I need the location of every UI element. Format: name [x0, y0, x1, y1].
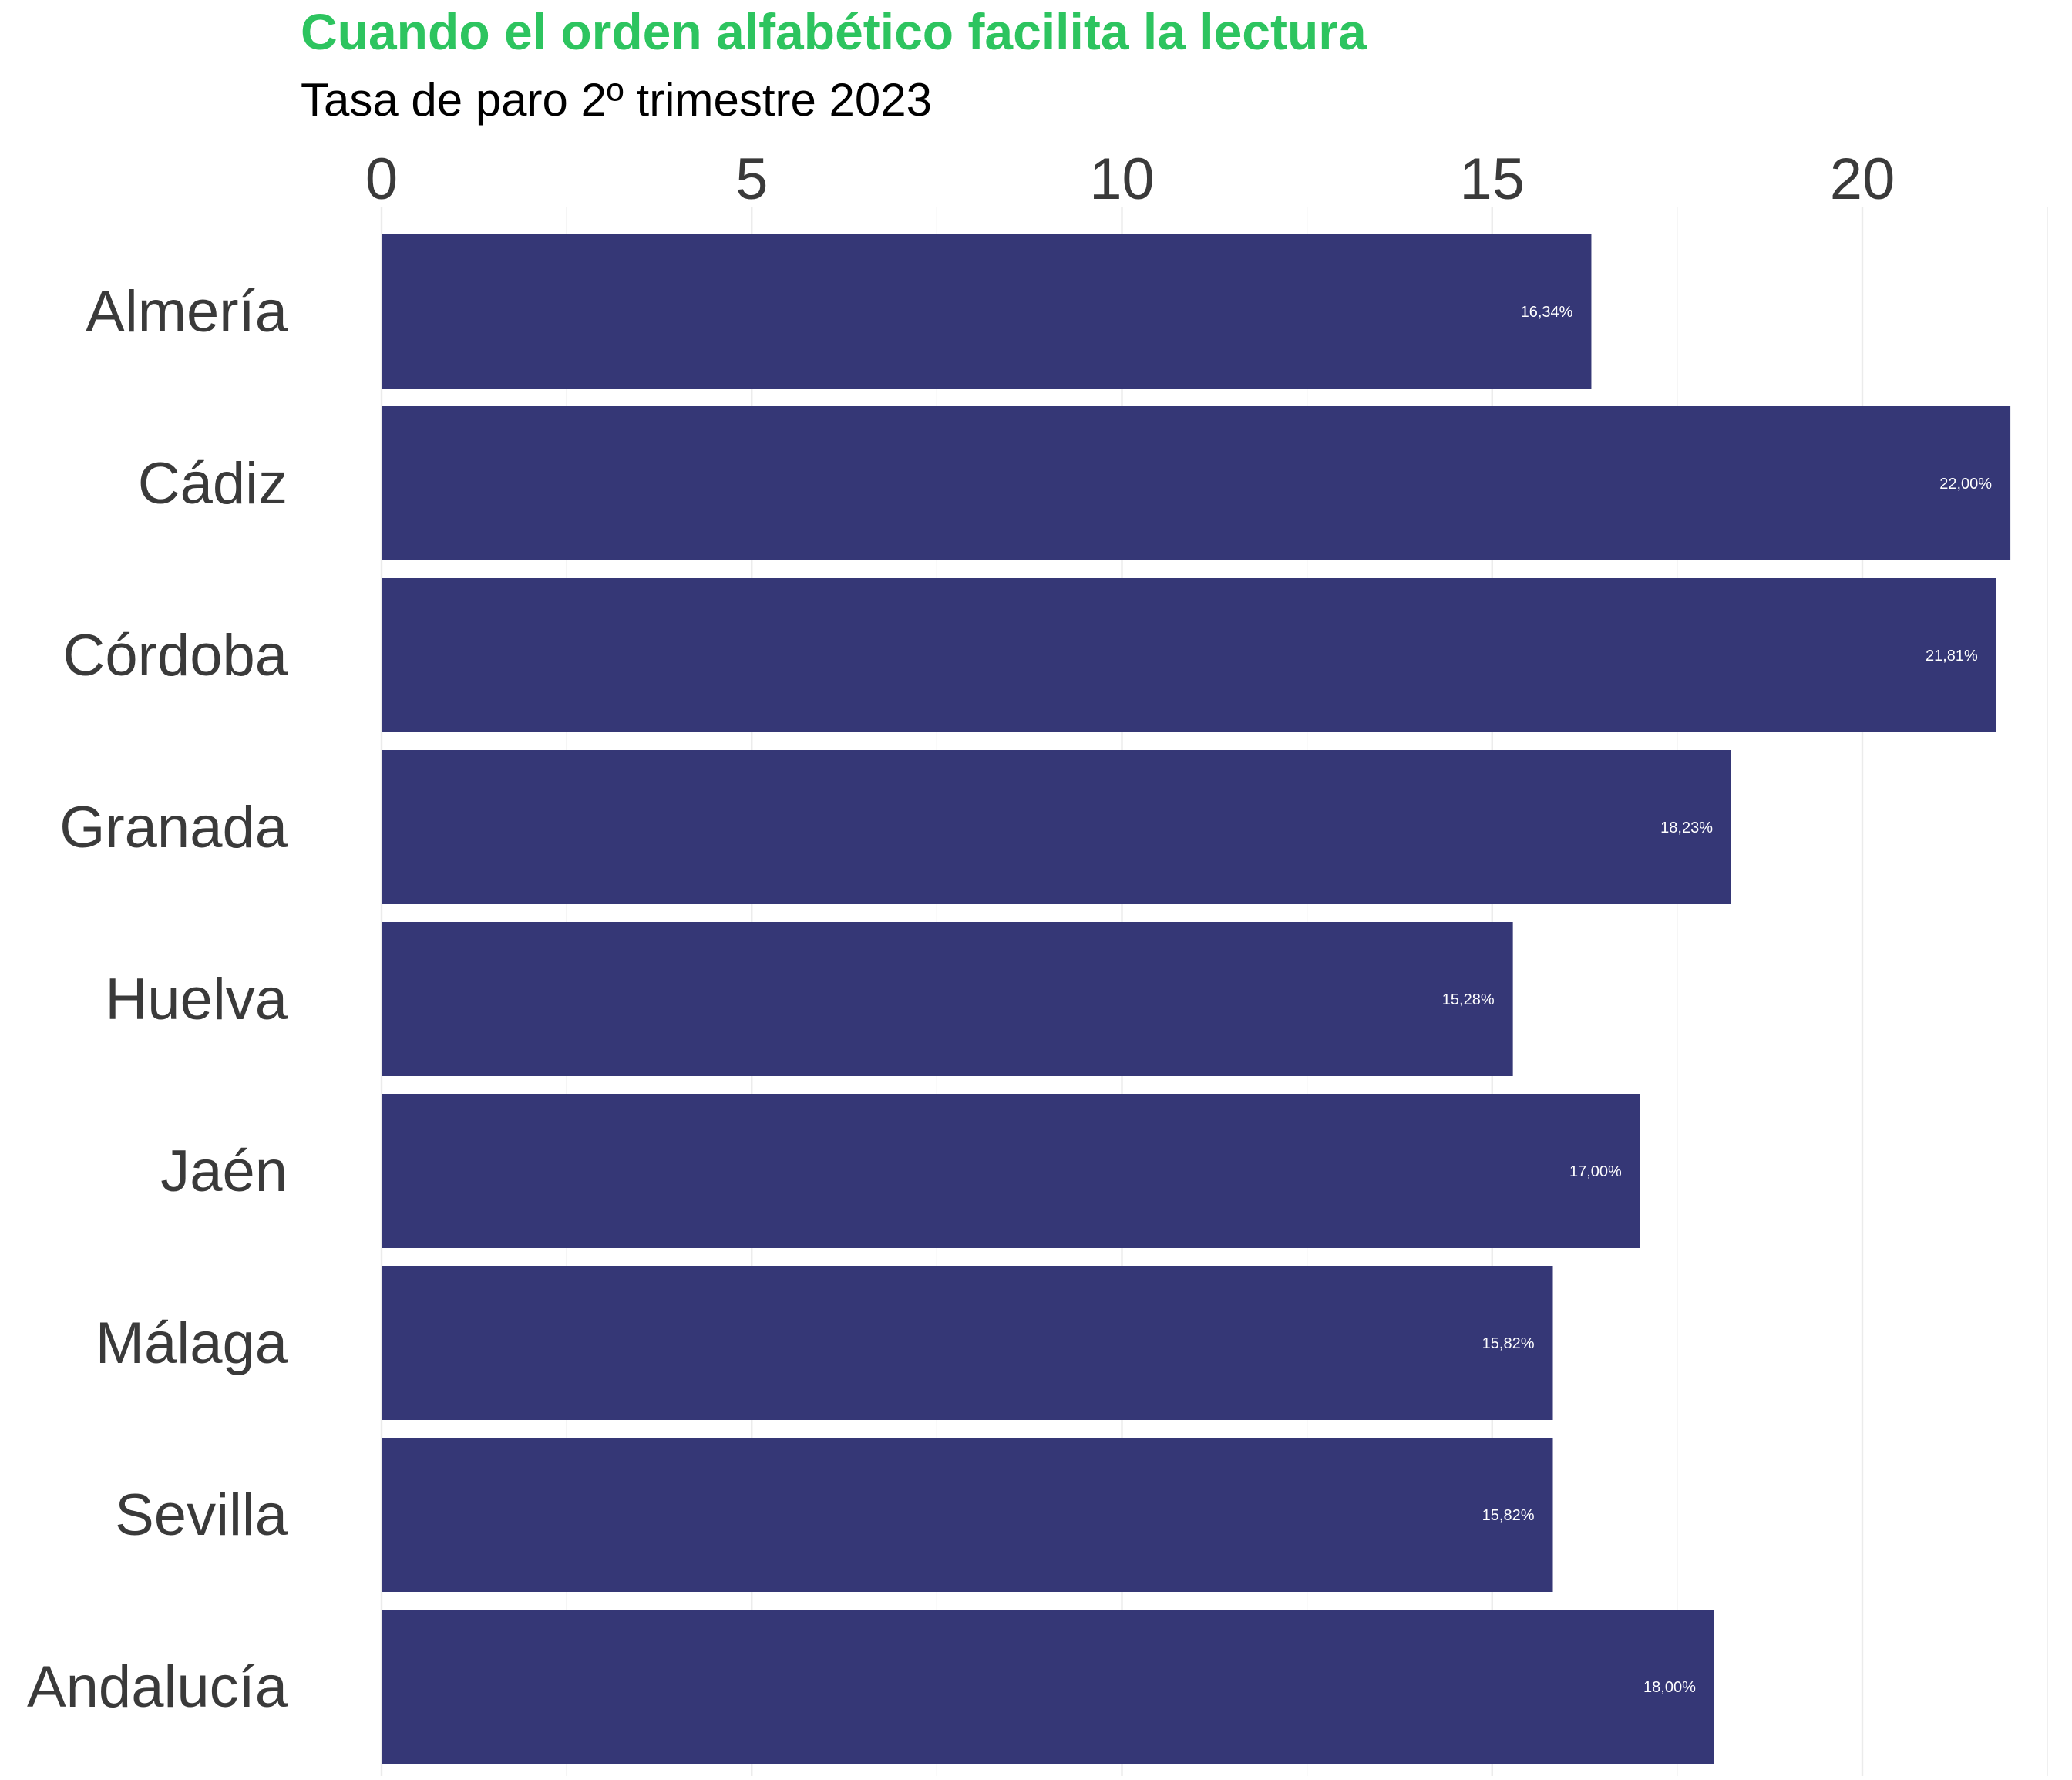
x-tick-label: 0 [365, 146, 398, 212]
bar-granada [382, 750, 1731, 904]
x-tick-label: 10 [1089, 146, 1155, 212]
y-tick-label-malaga: Málaga [96, 1311, 288, 1376]
y-tick-label-cadiz: Cádiz [138, 451, 288, 517]
x-tick-label: 15 [1459, 146, 1525, 212]
bar-huelva [382, 922, 1513, 1076]
data-label-malaga: 15,82% [1482, 1335, 1535, 1352]
bar-cordoba [382, 578, 1996, 732]
chart-title: Cuando el orden alfabético facilita la l… [301, 3, 1367, 60]
x-tick-label: 5 [735, 146, 768, 212]
y-tick-label-almeria: Almería [86, 279, 288, 345]
bar-malaga [382, 1266, 1553, 1420]
data-label-cadiz: 22,00% [1939, 476, 1992, 493]
bar-andalucia [382, 1610, 1714, 1764]
data-label-andalucia: 18,00% [1643, 1679, 1696, 1696]
data-label-huelva: 15,28% [1442, 991, 1495, 1008]
bars [382, 234, 2011, 1764]
y-tick-label-sevilla: Sevilla [115, 1482, 288, 1548]
y-axis-ticks: Almería Cádiz Córdoba Granada Huelva Jaén Mála… [27, 279, 288, 1720]
x-axis-ticks: 0 5 10 15 20 [365, 146, 1895, 212]
data-labels: 16,34% 22,00% 21,81% 18,23% 15,28% 17,00% 15,8… [1442, 304, 1993, 1696]
y-tick-label-granada: Granada [59, 795, 288, 860]
chart-subtitle: Tasa de paro 2º trimestre 2023 [301, 74, 932, 126]
data-label-cordoba: 21,81% [1926, 648, 1978, 665]
data-label-sevilla: 15,82% [1482, 1507, 1535, 1524]
data-label-granada: 18,23% [1660, 819, 1713, 836]
bar-sevilla [382, 1438, 1553, 1592]
bar-almeria [382, 234, 1592, 389]
y-tick-label-huelva: Huelva [105, 967, 288, 1032]
y-tick-label-andalucia: Andalucía [27, 1654, 288, 1720]
bar-cadiz [382, 406, 2011, 560]
x-tick-label: 20 [1830, 146, 1895, 212]
bar-jaen [382, 1094, 1640, 1248]
y-tick-label-jaen: Jaén [160, 1139, 288, 1204]
y-tick-label-cordoba: Córdoba [62, 623, 288, 688]
data-label-almeria: 16,34% [1521, 304, 1573, 321]
data-label-jaen: 17,00% [1569, 1163, 1622, 1180]
